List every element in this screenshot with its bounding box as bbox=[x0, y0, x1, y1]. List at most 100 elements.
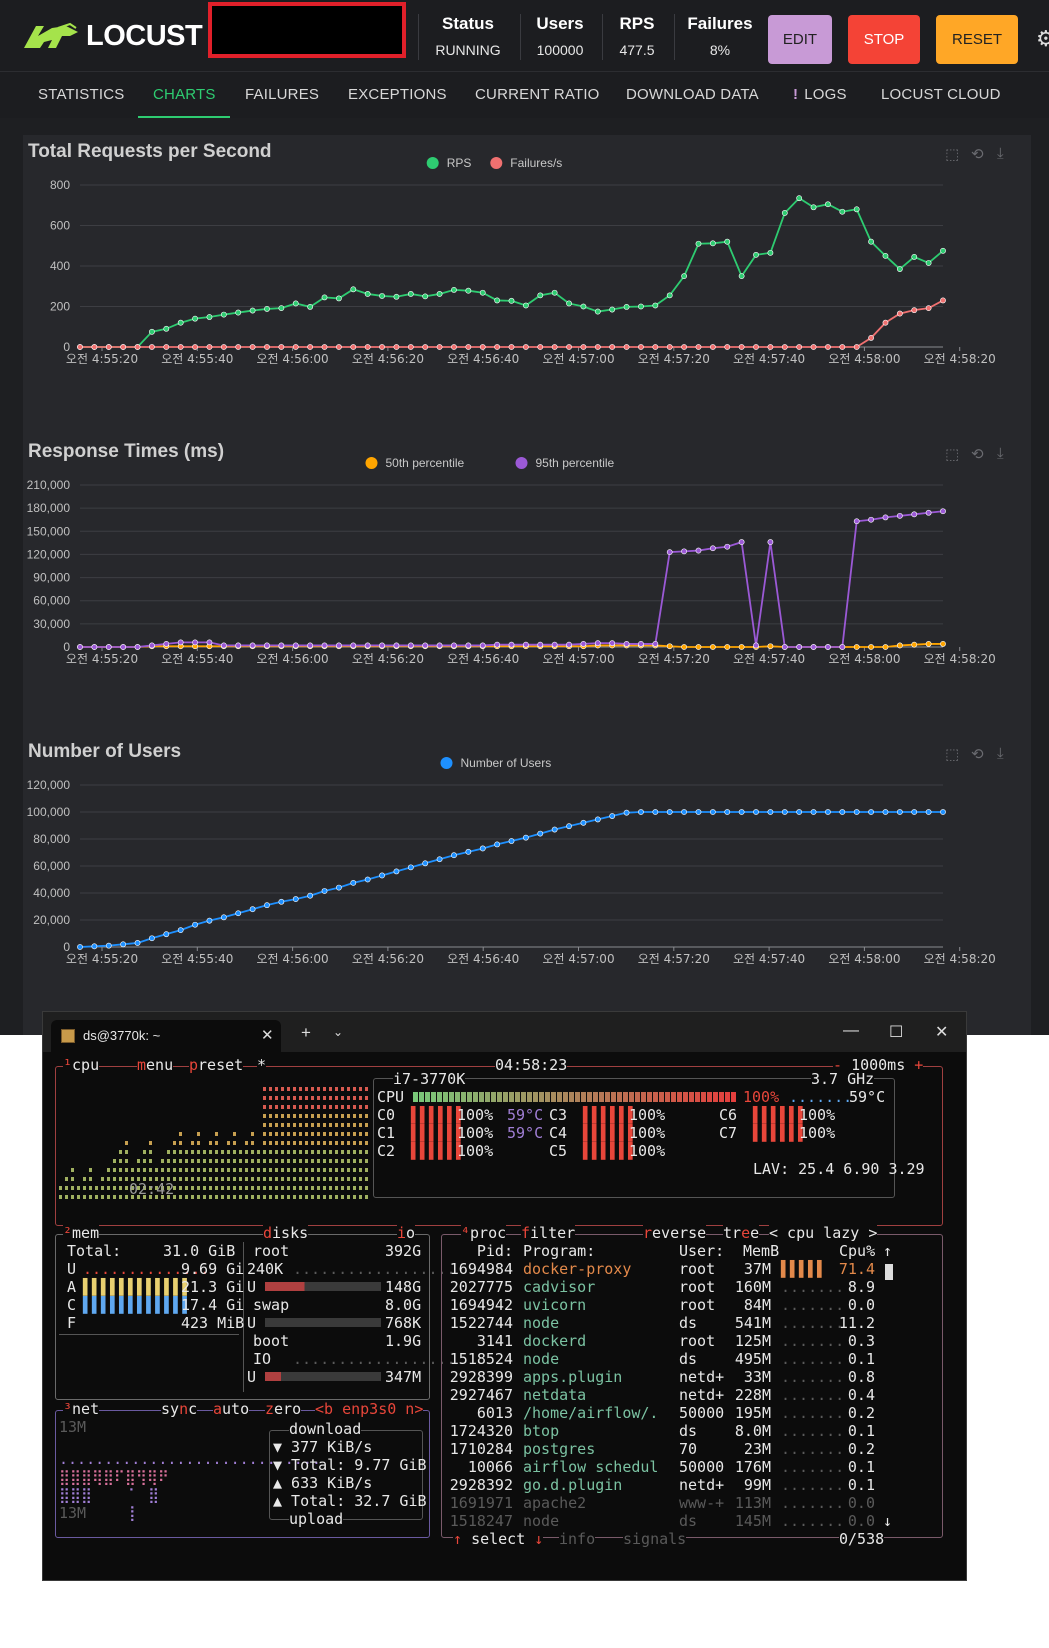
minimize-icon[interactable]: — bbox=[843, 1022, 859, 1039]
cpu-graph-cell bbox=[113, 1186, 116, 1190]
cpu-graph-cell bbox=[299, 1087, 302, 1091]
tab-current-ratio[interactable]: CURRENT RATIO bbox=[475, 86, 600, 103]
cpu-graph-cell bbox=[323, 1177, 326, 1181]
stat-rps-label: RPS bbox=[619, 14, 655, 33]
core-c2-pct: 100% bbox=[457, 1142, 494, 1160]
y-tick-label: 90,000 bbox=[33, 571, 70, 585]
cpu-graph-cell bbox=[221, 1195, 224, 1199]
proc-row[interactable]: 1518524 node ds 495M....... 0.1 bbox=[443, 1350, 881, 1368]
menu-button[interactable]: menu bbox=[137, 1056, 174, 1074]
cpu-graph-cell bbox=[275, 1096, 278, 1100]
reset-button[interactable]: RESET bbox=[936, 15, 1018, 64]
restore-icon[interactable]: ⟲ bbox=[971, 446, 984, 463]
cpu-graph-cell bbox=[233, 1150, 236, 1154]
terminal-titlebar: ds@3770k: ~ ✕ + ⌄ — ☐ ✕ bbox=[43, 1012, 966, 1052]
maximize-icon[interactable]: ☐ bbox=[889, 1024, 904, 1041]
window-close-icon[interactable]: ✕ bbox=[935, 1024, 949, 1041]
cpu-graph-cell bbox=[281, 1168, 284, 1172]
download-icon[interactable]: ⤓ bbox=[997, 145, 1004, 162]
preset-button[interactable]: preset bbox=[189, 1056, 244, 1074]
proc-row[interactable]: 10066 airflow schedul 50000 176M....... 0.1 bbox=[443, 1458, 881, 1476]
data-point bbox=[925, 509, 932, 516]
proc-row[interactable]: 1522744 node ds 541M....... 11.2 bbox=[443, 1314, 881, 1332]
cpu-total-bar-cell bbox=[563, 1092, 568, 1102]
terminal-tab[interactable]: ds@3770k: ~ ✕ bbox=[51, 1020, 281, 1052]
zoom-icon[interactable]: ⬚ bbox=[945, 446, 960, 463]
data-point bbox=[868, 334, 874, 341]
tab-statistics[interactable]: STATISTICS bbox=[38, 86, 125, 103]
proc-row[interactable]: 2928399 apps.plugin netd+ 33M....... 0.8 bbox=[443, 1368, 881, 1386]
data-point bbox=[379, 344, 385, 350]
edit-button[interactable]: EDIT bbox=[768, 15, 832, 64]
proc-row[interactable]: 2027775 cadvisor root 160M....... 8.9 bbox=[443, 1278, 881, 1296]
net-title-text: net bbox=[72, 1400, 100, 1418]
cpu-graph-cell bbox=[281, 1195, 284, 1199]
proc-row[interactable]: 6013/home/airflow/. 50000 195M....... 0.2 bbox=[443, 1404, 881, 1422]
proc-sort-selector[interactable]: < cpu lazy > bbox=[769, 1224, 878, 1242]
proc-filter-button[interactable]: filter bbox=[521, 1224, 576, 1242]
cpu-graph-cell bbox=[197, 1141, 200, 1145]
cpu-graph-cell bbox=[299, 1150, 302, 1154]
cpu-graph-cell bbox=[281, 1186, 284, 1190]
download-icon[interactable]: ⤓ bbox=[997, 445, 1004, 462]
proc-row[interactable]: 1694984 docker-proxy root 37M ▌▌▌▌▌ 71.4 bbox=[443, 1260, 881, 1278]
net-zero-button[interactable]: zero bbox=[265, 1400, 302, 1418]
restore-icon[interactable]: ⟲ bbox=[971, 746, 984, 763]
proc-reverse-button[interactable]: reverse bbox=[643, 1224, 707, 1242]
cpu-graph-cell bbox=[209, 1195, 212, 1199]
proc-row[interactable]: 1691971 apache2 www-+ 113M....... 0.0 bbox=[443, 1494, 881, 1512]
data-point bbox=[681, 809, 687, 815]
tab-failures[interactable]: FAILURES bbox=[245, 86, 320, 103]
zoom-icon[interactable]: ⬚ bbox=[945, 746, 960, 763]
proc-select-button[interactable]: ↑ select ↓ bbox=[453, 1530, 544, 1548]
proc-row[interactable]: 1518247 node ds 145M....... 0.0 bbox=[443, 1512, 881, 1530]
cpu-graph-cell bbox=[233, 1159, 236, 1163]
restore-icon[interactable]: ⟲ bbox=[971, 146, 984, 163]
scroll-up-icon[interactable]: ↑ bbox=[883, 1242, 893, 1260]
stop-button[interactable]: STOP bbox=[848, 15, 920, 64]
proc-info-button[interactable]: info bbox=[559, 1530, 596, 1548]
tab-locust-cloud[interactable]: LOCUST CLOUD bbox=[881, 86, 1001, 103]
proc-mem: 23M bbox=[743, 1440, 771, 1458]
data-point bbox=[882, 809, 889, 815]
net-interface-selector[interactable]: <b enp3s0 n> bbox=[315, 1400, 424, 1418]
proc-row[interactable]: 1710284 postgres 70 23M....... 0.2 bbox=[443, 1440, 881, 1458]
data-point bbox=[235, 642, 242, 649]
chevron-down-icon[interactable]: ⌄ bbox=[333, 1025, 344, 1039]
data-point bbox=[709, 344, 716, 350]
proc-signals-button[interactable]: signals bbox=[623, 1530, 687, 1548]
proc-row[interactable]: 2928392 go.d.plugin netd+ 99M....... 0.1 bbox=[443, 1476, 881, 1494]
data-point bbox=[120, 941, 127, 948]
download-icon[interactable]: ⤓ bbox=[997, 745, 1004, 762]
proc-title: ⁴proc bbox=[461, 1224, 507, 1242]
cpu-graph-cell bbox=[359, 1087, 362, 1091]
tab-logs[interactable]: ! LOGS bbox=[793, 86, 847, 103]
cpu-graph-cell bbox=[137, 1168, 140, 1172]
close-tab-icon[interactable]: ✕ bbox=[261, 1027, 274, 1044]
net-sync-button[interactable]: sync bbox=[161, 1400, 198, 1418]
cpu-graph-cell bbox=[293, 1087, 296, 1091]
y-tick-label: 400 bbox=[50, 259, 70, 273]
net-auto-button[interactable]: auto bbox=[213, 1400, 250, 1418]
settings-gear-icon[interactable]: ⚙ bbox=[1036, 26, 1049, 51]
zoom-icon[interactable]: ⬚ bbox=[945, 146, 960, 163]
tab-exceptions[interactable]: EXCEPTIONS bbox=[348, 86, 447, 103]
proc-scrollbar[interactable] bbox=[885, 1264, 893, 1280]
tab-charts[interactable]: CHARTS bbox=[153, 86, 216, 103]
tab-download-data[interactable]: DOWNLOAD DATA bbox=[626, 86, 759, 103]
data-point bbox=[681, 344, 687, 350]
locust-logo[interactable]: LOCUST bbox=[22, 20, 203, 53]
proc-tree-button[interactable]: tree bbox=[723, 1224, 760, 1242]
refresh-rate[interactable]: - 1000ms + bbox=[833, 1056, 924, 1074]
new-tab-icon[interactable]: + bbox=[301, 1023, 311, 1042]
io-toggle[interactable]: io bbox=[397, 1224, 416, 1242]
cpu-graph-cell bbox=[101, 1195, 104, 1199]
data-point bbox=[781, 210, 788, 216]
proc-row[interactable]: 3141 dockerd root 125M....... 0.3 bbox=[443, 1332, 881, 1350]
data-point bbox=[321, 344, 328, 350]
proc-row[interactable]: 1724320 btop ds 8.0M....... 0.1 bbox=[443, 1422, 881, 1440]
cpu-graph-cell bbox=[275, 1087, 278, 1091]
proc-row[interactable]: 1694942 uvicorn root 84M....... 0.0 bbox=[443, 1296, 881, 1314]
scroll-down-icon[interactable]: ↓ bbox=[883, 1512, 893, 1530]
proc-row[interactable]: 2927467 netdata netd+ 228M....... 0.4 bbox=[443, 1386, 881, 1404]
